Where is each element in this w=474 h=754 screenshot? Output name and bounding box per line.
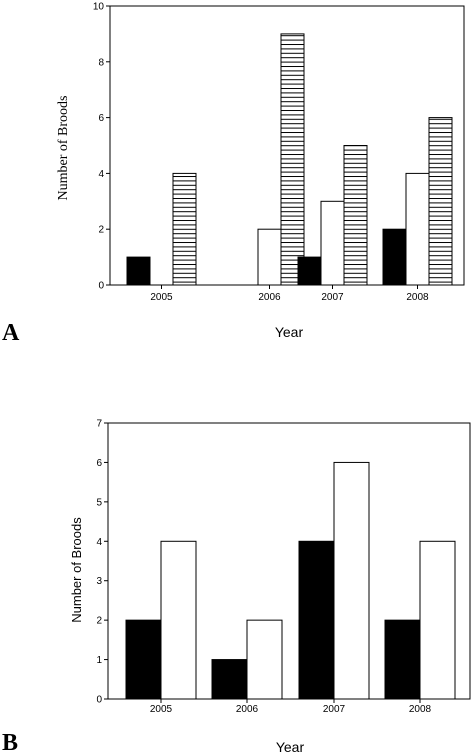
panel-a-y-tick-label: 2: [98, 225, 104, 236]
panel-a-bar-2008-s1: [382, 228, 407, 286]
panel-a-y-tick-label: 8: [98, 57, 104, 68]
panel-a-chart: 0 2 4 6 8 10 2005 2006 2007 2008 Number of Brood…: [2, 2, 465, 346]
panel-a-y-tick-label: 6: [98, 113, 104, 124]
panel-b-x-axis-label: Year: [276, 739, 305, 754]
panel-b-bar-2005-s2: [160, 540, 197, 700]
panel-b-y-tick-label: 0: [96, 695, 102, 706]
panel-b-bar-2006-s2: [246, 619, 283, 700]
panel-a-x-tick-label: 2006: [258, 292, 281, 303]
panel-a-bar-2007-s1: [297, 256, 322, 286]
panel-b-letter: B: [2, 730, 18, 754]
panel-a-bar-2008-s3: [428, 117, 453, 286]
panel-b-bar-2007-s1: [298, 540, 335, 700]
panel-a-y-tick-label: 10: [93, 2, 105, 13]
panel-a-x-tick-label: 2008: [406, 292, 429, 303]
panel-b-y-axis-label: Number of Broods: [69, 517, 84, 623]
panel-b-x-tick-label: 2006: [236, 704, 259, 715]
panel-a-x-tick-label: 2007: [321, 292, 344, 303]
panel-b-x-tick-label: 2008: [409, 704, 432, 715]
panel-a-y-tick-label: 0: [98, 281, 104, 292]
panel-a-bar-2008-s2: [405, 172, 430, 286]
panel-b-bar-2008-s1: [384, 619, 421, 700]
panel-b-y-tick-label: 6: [96, 458, 102, 469]
panel-b-y-tick-label: 4: [96, 537, 102, 548]
panel-a-bar-2006-s3: [280, 33, 305, 286]
panel-b-y-tick-label: 3: [96, 576, 102, 587]
panel-a-y-tick-label: 4: [98, 169, 104, 180]
panel-a-bar-2006-s2: [257, 228, 282, 286]
panel-b-y-tick-label: 7: [96, 419, 102, 430]
panel-a-bar-2007-s2: [320, 200, 345, 286]
panel-a-bar-2005-s1: [126, 256, 151, 286]
panel-a-y-axis: 0 2 4 6 8 10: [93, 2, 110, 292]
panel-b-y-tick-label: 5: [96, 497, 102, 508]
panel-a-bar-2005-s3: [172, 172, 197, 286]
panel-b-chart: 0 1 2 3 4 5 6 7 2005 2006 2007 2008 Number of Broo…: [2, 419, 471, 754]
panel-b-bar-2005-s1: [125, 619, 162, 700]
panel-a-y-axis-label: Number of Broods: [56, 96, 71, 201]
panel-a-letter: A: [2, 320, 20, 346]
panel-a-bars: [126, 33, 453, 286]
panel-b-bar-2006-s1: [211, 659, 248, 700]
panel-b-x-tick-label: 2007: [323, 704, 346, 715]
panel-b-bars: [125, 461, 456, 700]
panel-b-x-axis: 2005 2006 2007 2008: [150, 699, 432, 715]
panel-b-y-tick-label: 2: [96, 616, 102, 627]
panel-a-x-axis-label: Year: [275, 324, 304, 340]
panel-b-x-tick-label: 2005: [150, 704, 173, 715]
panel-a-bar-2007-s3: [343, 145, 368, 286]
panel-b-y-tick-label: 1: [96, 655, 102, 666]
panel-a-x-tick-label: 2005: [150, 292, 173, 303]
panel-a-x-axis: 2005 2006 2007 2008: [150, 285, 429, 303]
panel-b-bar-2007-s2: [333, 461, 370, 700]
panel-b-y-axis: 0 1 2 3 4 5 6 7: [96, 419, 108, 706]
panel-b-bar-2008-s2: [419, 540, 456, 700]
panel-b-plot-frame: [107, 422, 471, 700]
